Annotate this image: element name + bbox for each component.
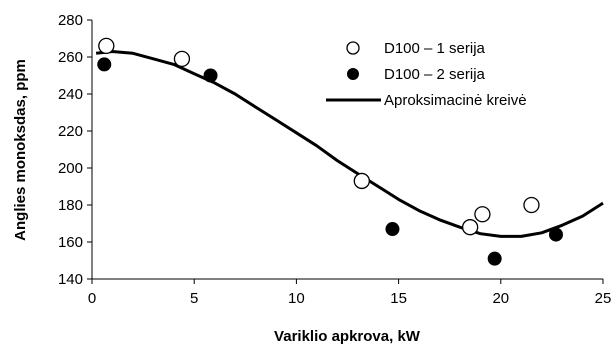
- y-tick-label: 180: [58, 197, 83, 214]
- x-ticks: 0 5 10 15 20 25: [88, 279, 612, 307]
- y-axis-title: Anglies monoksdas, ppm: [12, 59, 29, 241]
- x-tick-label: 0: [88, 290, 96, 307]
- fit-curve-layer: [95, 50, 604, 238]
- y-ticks: 140 160 180 200 220 240 260 280: [58, 12, 92, 288]
- x-axis-title: Variklio apkrova, kW: [274, 328, 421, 345]
- y-tick-label: 140: [58, 271, 83, 288]
- legend: D100 – 1 serija D100 – 2 serija Aproksim…: [326, 40, 527, 109]
- data-point-series-1: [523, 196, 540, 214]
- data-point-series-1: [353, 172, 370, 190]
- fit-curve-line: [95, 50, 604, 238]
- data-point-series-2: [487, 251, 502, 266]
- data-point-series-2: [97, 57, 112, 72]
- y-tick-label: 200: [58, 160, 83, 177]
- data-point-series-1: [173, 50, 191, 67]
- data-points-layer: [97, 37, 563, 266]
- y-tick-label: 160: [58, 234, 83, 251]
- x-tick-label: 20: [492, 290, 509, 307]
- data-point-series-1: [98, 37, 115, 55]
- legend-label-series-3: Aproksimacinė kreivė: [384, 92, 527, 109]
- x-tick-label: 5: [190, 290, 198, 307]
- y-tick-label: 280: [58, 12, 83, 29]
- data-point-series-2: [203, 68, 218, 83]
- y-tick-label: 220: [58, 123, 83, 140]
- y-tick-label: 260: [58, 49, 83, 66]
- y-tick-label: 240: [58, 86, 83, 103]
- legend-label-series-2: D100 – 2 serija: [384, 66, 486, 83]
- legend-marker-filled-circle: [347, 68, 359, 80]
- legend-label-series-1: D100 – 1 serija: [384, 40, 486, 57]
- data-point-series-2: [385, 222, 400, 237]
- x-tick-label: 15: [390, 290, 407, 307]
- data-point-series-1: [461, 219, 479, 236]
- x-tick-label: 10: [288, 290, 305, 307]
- data-point-series-2: [548, 227, 563, 242]
- x-tick-label: 25: [595, 290, 612, 307]
- data-point-series-1: [474, 206, 491, 223]
- plot-area: [91, 20, 603, 280]
- legend-marker-open-circle: [346, 41, 360, 55]
